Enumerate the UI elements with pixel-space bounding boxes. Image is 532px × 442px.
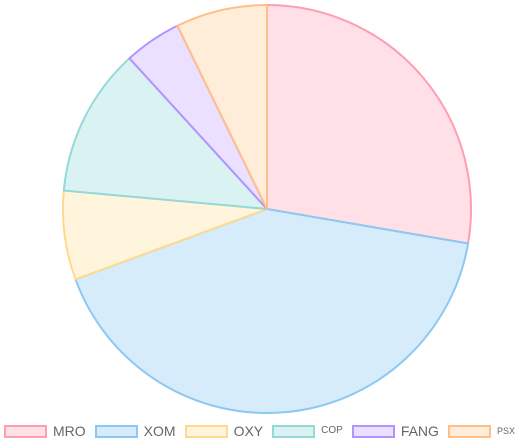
legend-label: FANG <box>400 423 439 439</box>
legend-item-cop[interactable]: COP <box>272 424 343 438</box>
legend-swatch <box>447 424 491 438</box>
legend-swatch <box>351 424 395 438</box>
legend-item-oxy[interactable]: OXY <box>184 423 264 439</box>
legend-swatch <box>4 424 47 438</box>
legend-label: PSX <box>496 426 515 436</box>
legend-label: OXY <box>233 423 264 439</box>
legend-item-mro[interactable]: MRO <box>4 424 86 438</box>
legend-label: XOM <box>143 423 176 439</box>
legend-label: COP <box>321 425 343 436</box>
legend-item-fang[interactable]: FANG <box>351 423 439 439</box>
legend-label: MRO <box>53 423 86 439</box>
pie-slice-psx[interactable] <box>176 4 268 210</box>
legend-item-xom[interactable]: XOM <box>94 423 176 439</box>
pie-slice-xom[interactable] <box>74 208 470 415</box>
legend-swatch <box>184 424 228 438</box>
pie-slice-cop[interactable] <box>62 57 268 210</box>
legend-item-psx[interactable]: PSX <box>447 424 515 438</box>
legend: MRO XOM OXY COP FANG PSX <box>4 421 524 441</box>
legend-swatch <box>94 424 138 438</box>
pie-slice-mro[interactable] <box>266 4 473 245</box>
legend-swatch <box>272 424 316 438</box>
